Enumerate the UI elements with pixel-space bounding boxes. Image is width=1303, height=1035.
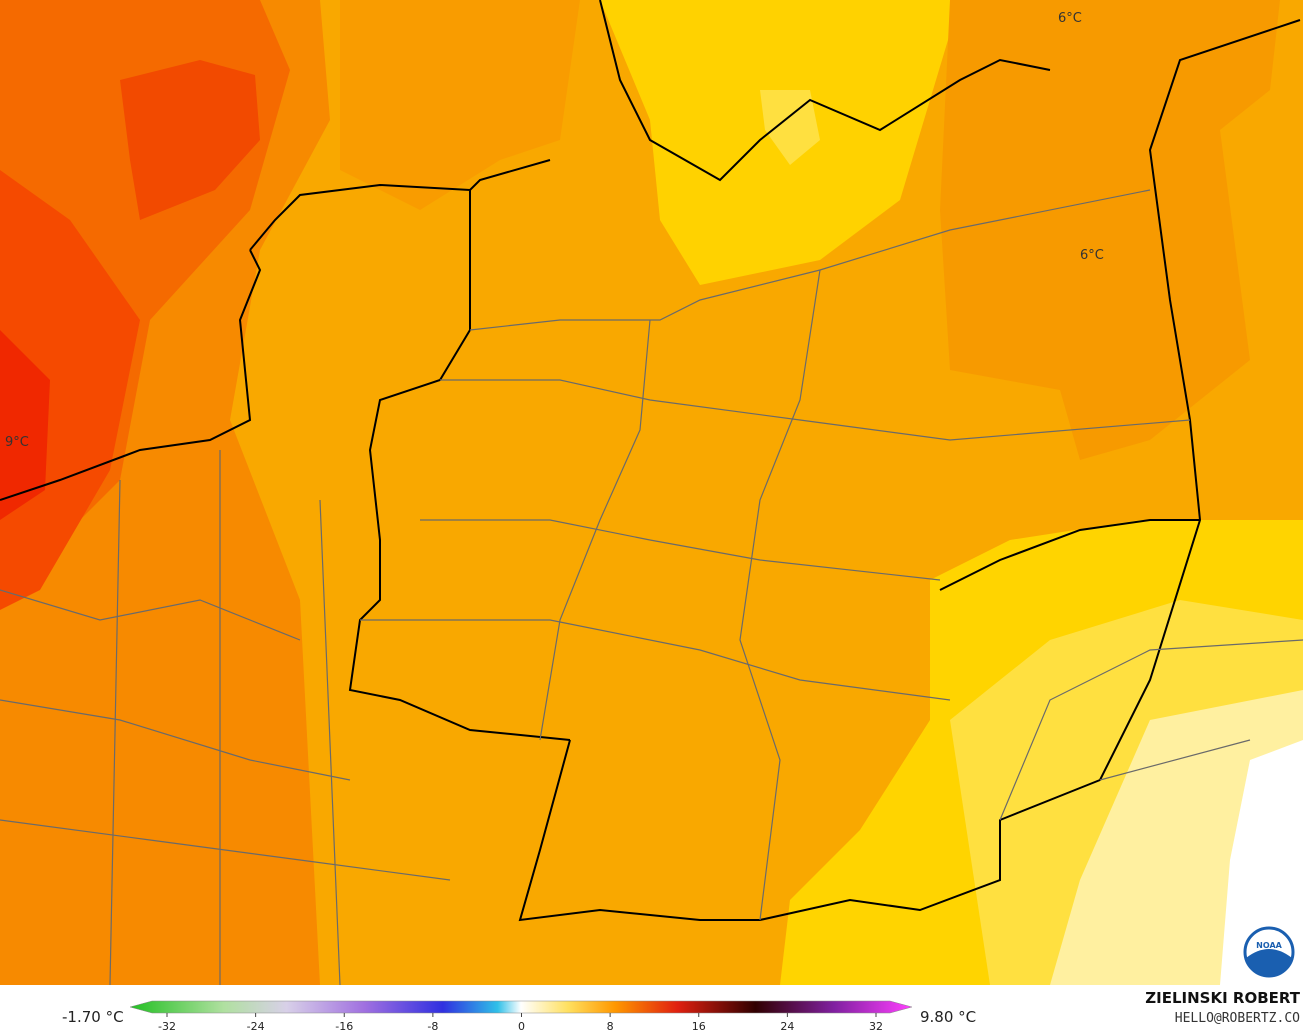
colorbar-tick-label: 24 <box>780 1020 794 1033</box>
colorbar-tick-label: -16 <box>335 1020 353 1033</box>
credit-name: ZIELINSKI ROBERT <box>1145 989 1300 1007</box>
logo: NOAA <box>1243 926 1295 978</box>
colorbar-tick-label: 32 <box>869 1020 883 1033</box>
colorbar-tick-label: -32 <box>158 1020 176 1033</box>
colorbar-min: -1.70 °C <box>62 1008 124 1026</box>
colorbar-tick-label: 0 <box>518 1020 525 1033</box>
credit-contact: HELLO@ROBERTZ.CO <box>1175 1011 1300 1026</box>
isotherm-label: 6°C <box>1058 11 1082 26</box>
isotherm-label: 9°C <box>5 435 29 450</box>
colorbar-max: 9.80 °C <box>920 1008 976 1026</box>
colorbar-tick-label: -8 <box>427 1020 438 1033</box>
colorbar-tick-label: 16 <box>692 1020 706 1033</box>
logo-text: NOAA <box>1256 941 1282 950</box>
map <box>0 0 1303 986</box>
colorbar-tick-label: 8 <box>607 1020 614 1033</box>
isotherm-label: 6°C <box>1080 248 1104 263</box>
colorbar <box>129 1000 913 1014</box>
colorbar-tick-label: -24 <box>247 1020 265 1033</box>
